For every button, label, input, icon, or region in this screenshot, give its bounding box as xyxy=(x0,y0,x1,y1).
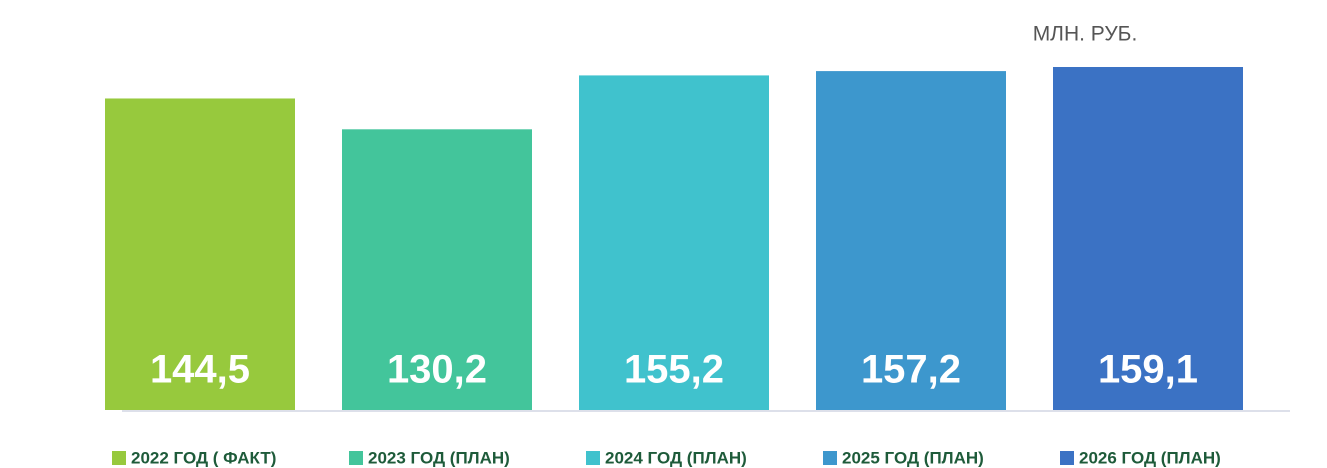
legend-label: 2026 ГОД (ПЛАН) xyxy=(1079,448,1221,467)
legend-label: 2022 ГОД ( ФАКТ) xyxy=(131,448,276,467)
value-label: 130,2 xyxy=(387,348,487,392)
legend-swatch xyxy=(586,451,600,465)
legend-swatch xyxy=(349,451,363,465)
bar xyxy=(816,71,1006,411)
legend-swatch xyxy=(1060,451,1074,465)
legend-label: 2023 ГОД (ПЛАН) xyxy=(368,448,510,467)
bar xyxy=(1053,67,1243,410)
legend-swatch xyxy=(112,451,126,465)
legend-swatch xyxy=(823,451,837,465)
bar xyxy=(105,98,295,410)
value-label: 144,5 xyxy=(150,348,250,392)
value-label: 155,2 xyxy=(624,348,724,392)
value-label: 157,2 xyxy=(861,348,961,392)
bar xyxy=(579,75,769,410)
legend-label: 2024 ГОД (ПЛАН) xyxy=(605,448,747,467)
bar xyxy=(342,129,532,410)
legend-label: 2025 ГОД (ПЛАН) xyxy=(842,448,984,467)
value-label: 159,1 xyxy=(1098,348,1198,392)
unit-label: МЛН. РУБ. xyxy=(1033,23,1138,46)
